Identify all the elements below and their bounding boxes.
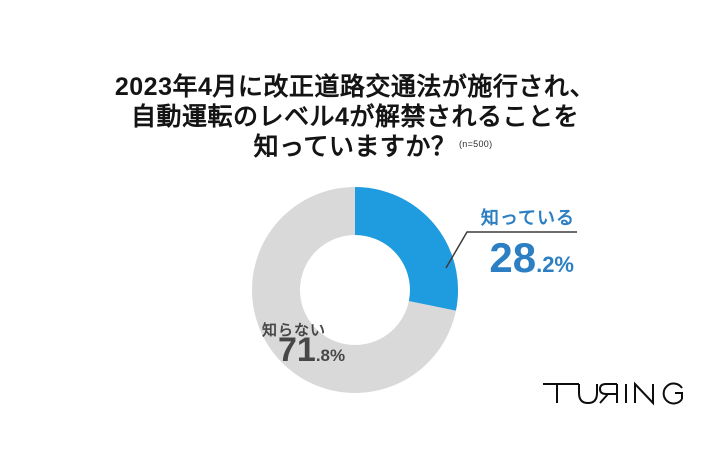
value-known-int: 28 — [489, 234, 537, 281]
label-unknown: 知らない — [262, 322, 327, 339]
value-known: 28.2% — [489, 234, 574, 282]
value-unknown-frac: .8% — [315, 346, 346, 365]
sample-size-note: (n=500) — [459, 139, 493, 149]
logo-letter-g — [662, 382, 683, 405]
chart-title: 2023年4月に改正道路交通法が施行され、 自動運転のレベル4が解禁されることを… — [0, 72, 710, 162]
value-known-frac: .2% — [536, 252, 574, 277]
donut-chart — [252, 187, 458, 393]
title-line-2: 自動運転のレベル4が解禁されることを — [131, 103, 579, 131]
title-line-3: 知っていますか？ — [253, 133, 457, 161]
value-unknown: 71.8% — [278, 331, 345, 370]
title-line-1: 2023年4月に改正道路交通法が施行され、 — [114, 73, 596, 101]
logo-letter-r-mirrored — [598, 383, 618, 404]
value-unknown-int: 71 — [278, 331, 316, 369]
label-known: 知っている — [480, 208, 575, 228]
logo-letter-n — [634, 381, 654, 406]
donut-segment-known — [252, 187, 458, 393]
turing-logo — [542, 380, 685, 406]
turing-logo-svg — [543, 381, 683, 406]
logo-letter-u — [578, 384, 598, 405]
